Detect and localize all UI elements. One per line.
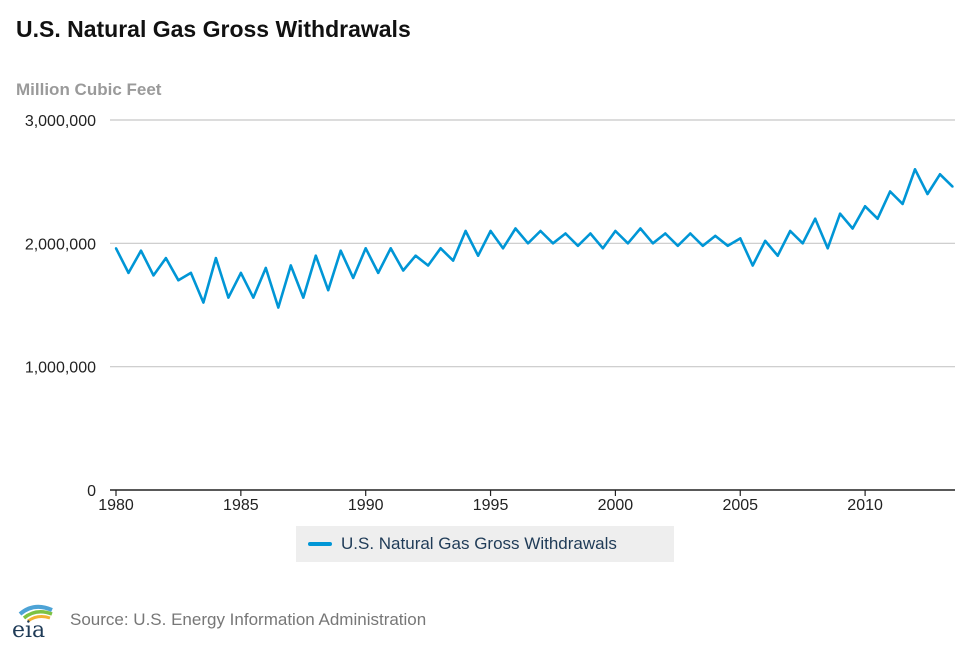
x-tick-label: 1985 — [223, 497, 259, 514]
line-chart: 3,000,000 2,000,000 1,000,000 0 1980 1985 199… — [25, 113, 955, 514]
x-tick-label: 2000 — [598, 497, 634, 514]
data-point — [876, 217, 879, 220]
data-point — [926, 192, 929, 196]
data-point — [888, 190, 892, 193]
data-point — [277, 306, 280, 309]
data-point — [851, 227, 854, 230]
x-tick-label: 1995 — [473, 497, 509, 514]
svg-text:eia: eia — [12, 618, 45, 640]
chart-title: U.S. Natural Gas Gross Withdrawals — [16, 16, 411, 42]
gridlines — [110, 119, 955, 368]
legend-label: U.S. Natural Gas Gross Withdrawals — [341, 534, 617, 553]
series-group — [114, 168, 954, 309]
data-point — [913, 168, 917, 171]
y-tick-label: 2,000,000 — [25, 236, 96, 253]
data-point — [776, 254, 779, 257]
data-point — [714, 234, 717, 238]
data-point — [589, 232, 592, 235]
series-line — [114, 168, 954, 309]
data-point — [576, 244, 580, 247]
data-point — [402, 269, 405, 272]
data-point — [227, 296, 230, 299]
source-note: Source: U.S. Energy Information Administ… — [70, 610, 427, 629]
data-point — [838, 212, 842, 215]
data-point — [289, 264, 292, 267]
data-point — [514, 227, 517, 230]
data-point — [951, 185, 954, 188]
y-axis-ticks: 3,000,000 2,000,000 1,000,000 0 — [25, 113, 96, 500]
data-point — [551, 242, 555, 245]
x-tick-label: 2010 — [847, 497, 883, 514]
data-point — [252, 296, 255, 299]
data-point — [863, 205, 867, 208]
legend[interactable]: U.S. Natural Gas Gross Withdrawals — [296, 526, 674, 562]
data-point — [639, 227, 642, 230]
y-tick-label: 1,000,000 — [25, 360, 96, 377]
data-point — [689, 232, 692, 235]
data-point — [377, 271, 380, 275]
data-point — [901, 202, 904, 206]
legend-swatch — [308, 542, 332, 546]
data-point — [564, 232, 567, 235]
data-point — [114, 247, 118, 250]
data-point — [439, 247, 442, 250]
data-point — [676, 244, 679, 247]
data-point — [189, 271, 193, 275]
data-point — [426, 264, 430, 267]
data-point — [751, 264, 754, 267]
data-point — [601, 247, 605, 250]
data-point — [501, 247, 505, 250]
x-tick-label: 1980 — [98, 497, 134, 514]
y-axis-units-label: Million Cubic Feet — [16, 80, 162, 99]
data-point — [626, 242, 630, 245]
data-point — [701, 244, 704, 247]
data-point — [414, 254, 417, 257]
data-point — [614, 229, 617, 233]
data-point — [302, 296, 305, 299]
data-point — [389, 247, 392, 250]
x-tick-label: 2005 — [722, 497, 758, 514]
data-point — [177, 279, 180, 282]
data-point — [214, 256, 218, 260]
data-point — [489, 229, 492, 233]
y-tick-label: 3,000,000 — [25, 113, 96, 130]
data-point — [339, 249, 342, 252]
footer: eia Source: U.S. Energy Information Admi… — [10, 600, 426, 640]
data-point — [938, 173, 942, 176]
data-point — [664, 232, 667, 235]
data-point — [764, 239, 767, 243]
data-point — [464, 229, 467, 233]
data-point — [826, 247, 829, 250]
data-point — [264, 266, 267, 270]
x-axis: 1980 1985 1990 1995 2000 2005 2010 — [98, 489, 955, 514]
data-point — [651, 242, 655, 245]
data-point — [139, 249, 143, 252]
data-point — [152, 274, 155, 277]
data-point — [526, 242, 530, 245]
data-point — [364, 247, 367, 250]
data-point — [164, 256, 168, 260]
data-point — [789, 229, 792, 233]
data-point — [127, 271, 130, 275]
data-point — [352, 276, 355, 280]
data-point — [539, 229, 542, 233]
data-point — [314, 254, 317, 257]
data-point — [202, 301, 205, 304]
data-point — [726, 244, 729, 247]
data-point — [739, 237, 742, 240]
x-tick-label: 1990 — [348, 497, 384, 514]
data-point — [327, 289, 330, 292]
data-point — [239, 271, 243, 275]
data-point — [476, 254, 480, 257]
data-point — [814, 217, 817, 220]
eia-logo: eia — [12, 604, 53, 640]
data-point — [801, 242, 804, 245]
data-point — [451, 259, 455, 262]
y-tick-label: 0 — [87, 483, 96, 500]
